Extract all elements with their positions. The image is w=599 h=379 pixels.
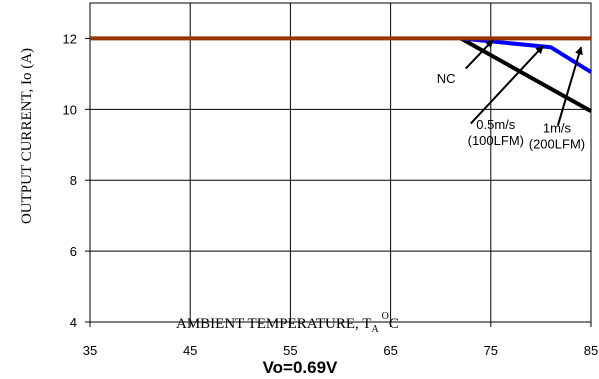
x-axis-label-unit: C xyxy=(389,316,399,332)
y-tick-label: 8 xyxy=(70,173,77,188)
y-tick-label: 4 xyxy=(70,315,77,330)
x-axis-label: AMBIENT TEMPERATURE, TAOC xyxy=(176,311,399,335)
plot-frame xyxy=(89,2,592,323)
x-tick-label: 55 xyxy=(283,343,297,358)
annotation-label: (200LFM) xyxy=(529,136,585,151)
y-tick-label: 12 xyxy=(63,31,77,46)
y-axis-label: OUTPUT CURRENT, Io (A) xyxy=(19,48,35,224)
annotation-label: 0.5m/s xyxy=(476,117,516,132)
grid-lines xyxy=(85,3,592,327)
annotations: NC 0.5m/s(100LFM) 1m/s(200LFM) xyxy=(437,39,585,151)
x-tick-label: 75 xyxy=(484,343,498,358)
series-line xyxy=(460,36,593,74)
x-tick-label: 85 xyxy=(584,343,598,358)
series-line xyxy=(459,36,592,113)
chart-title: Vo=0.69V xyxy=(263,358,338,377)
annotation-label: 1m/s xyxy=(543,120,572,135)
annotation-arrow xyxy=(470,45,544,125)
annotation-arrow xyxy=(465,39,494,70)
tick-labels: 35 45 55 65 75 85 4 6 8 10 12 xyxy=(63,31,599,358)
annotation-label: NC xyxy=(437,71,456,86)
annotation-arrow xyxy=(556,46,583,126)
x-tick-label: 35 xyxy=(83,343,97,358)
x-axis-label-main: AMBIENT TEMPERATURE, T xyxy=(176,316,371,332)
x-tick-label: 65 xyxy=(383,343,397,358)
x-axis-label-superscript: O xyxy=(382,311,389,322)
y-tick-label: 6 xyxy=(70,244,77,259)
x-tick-label: 45 xyxy=(183,343,197,358)
y-tick-label: 10 xyxy=(63,102,77,117)
x-axis-label-subscript: A xyxy=(371,324,379,335)
annotation-label: (100LFM) xyxy=(468,133,524,148)
